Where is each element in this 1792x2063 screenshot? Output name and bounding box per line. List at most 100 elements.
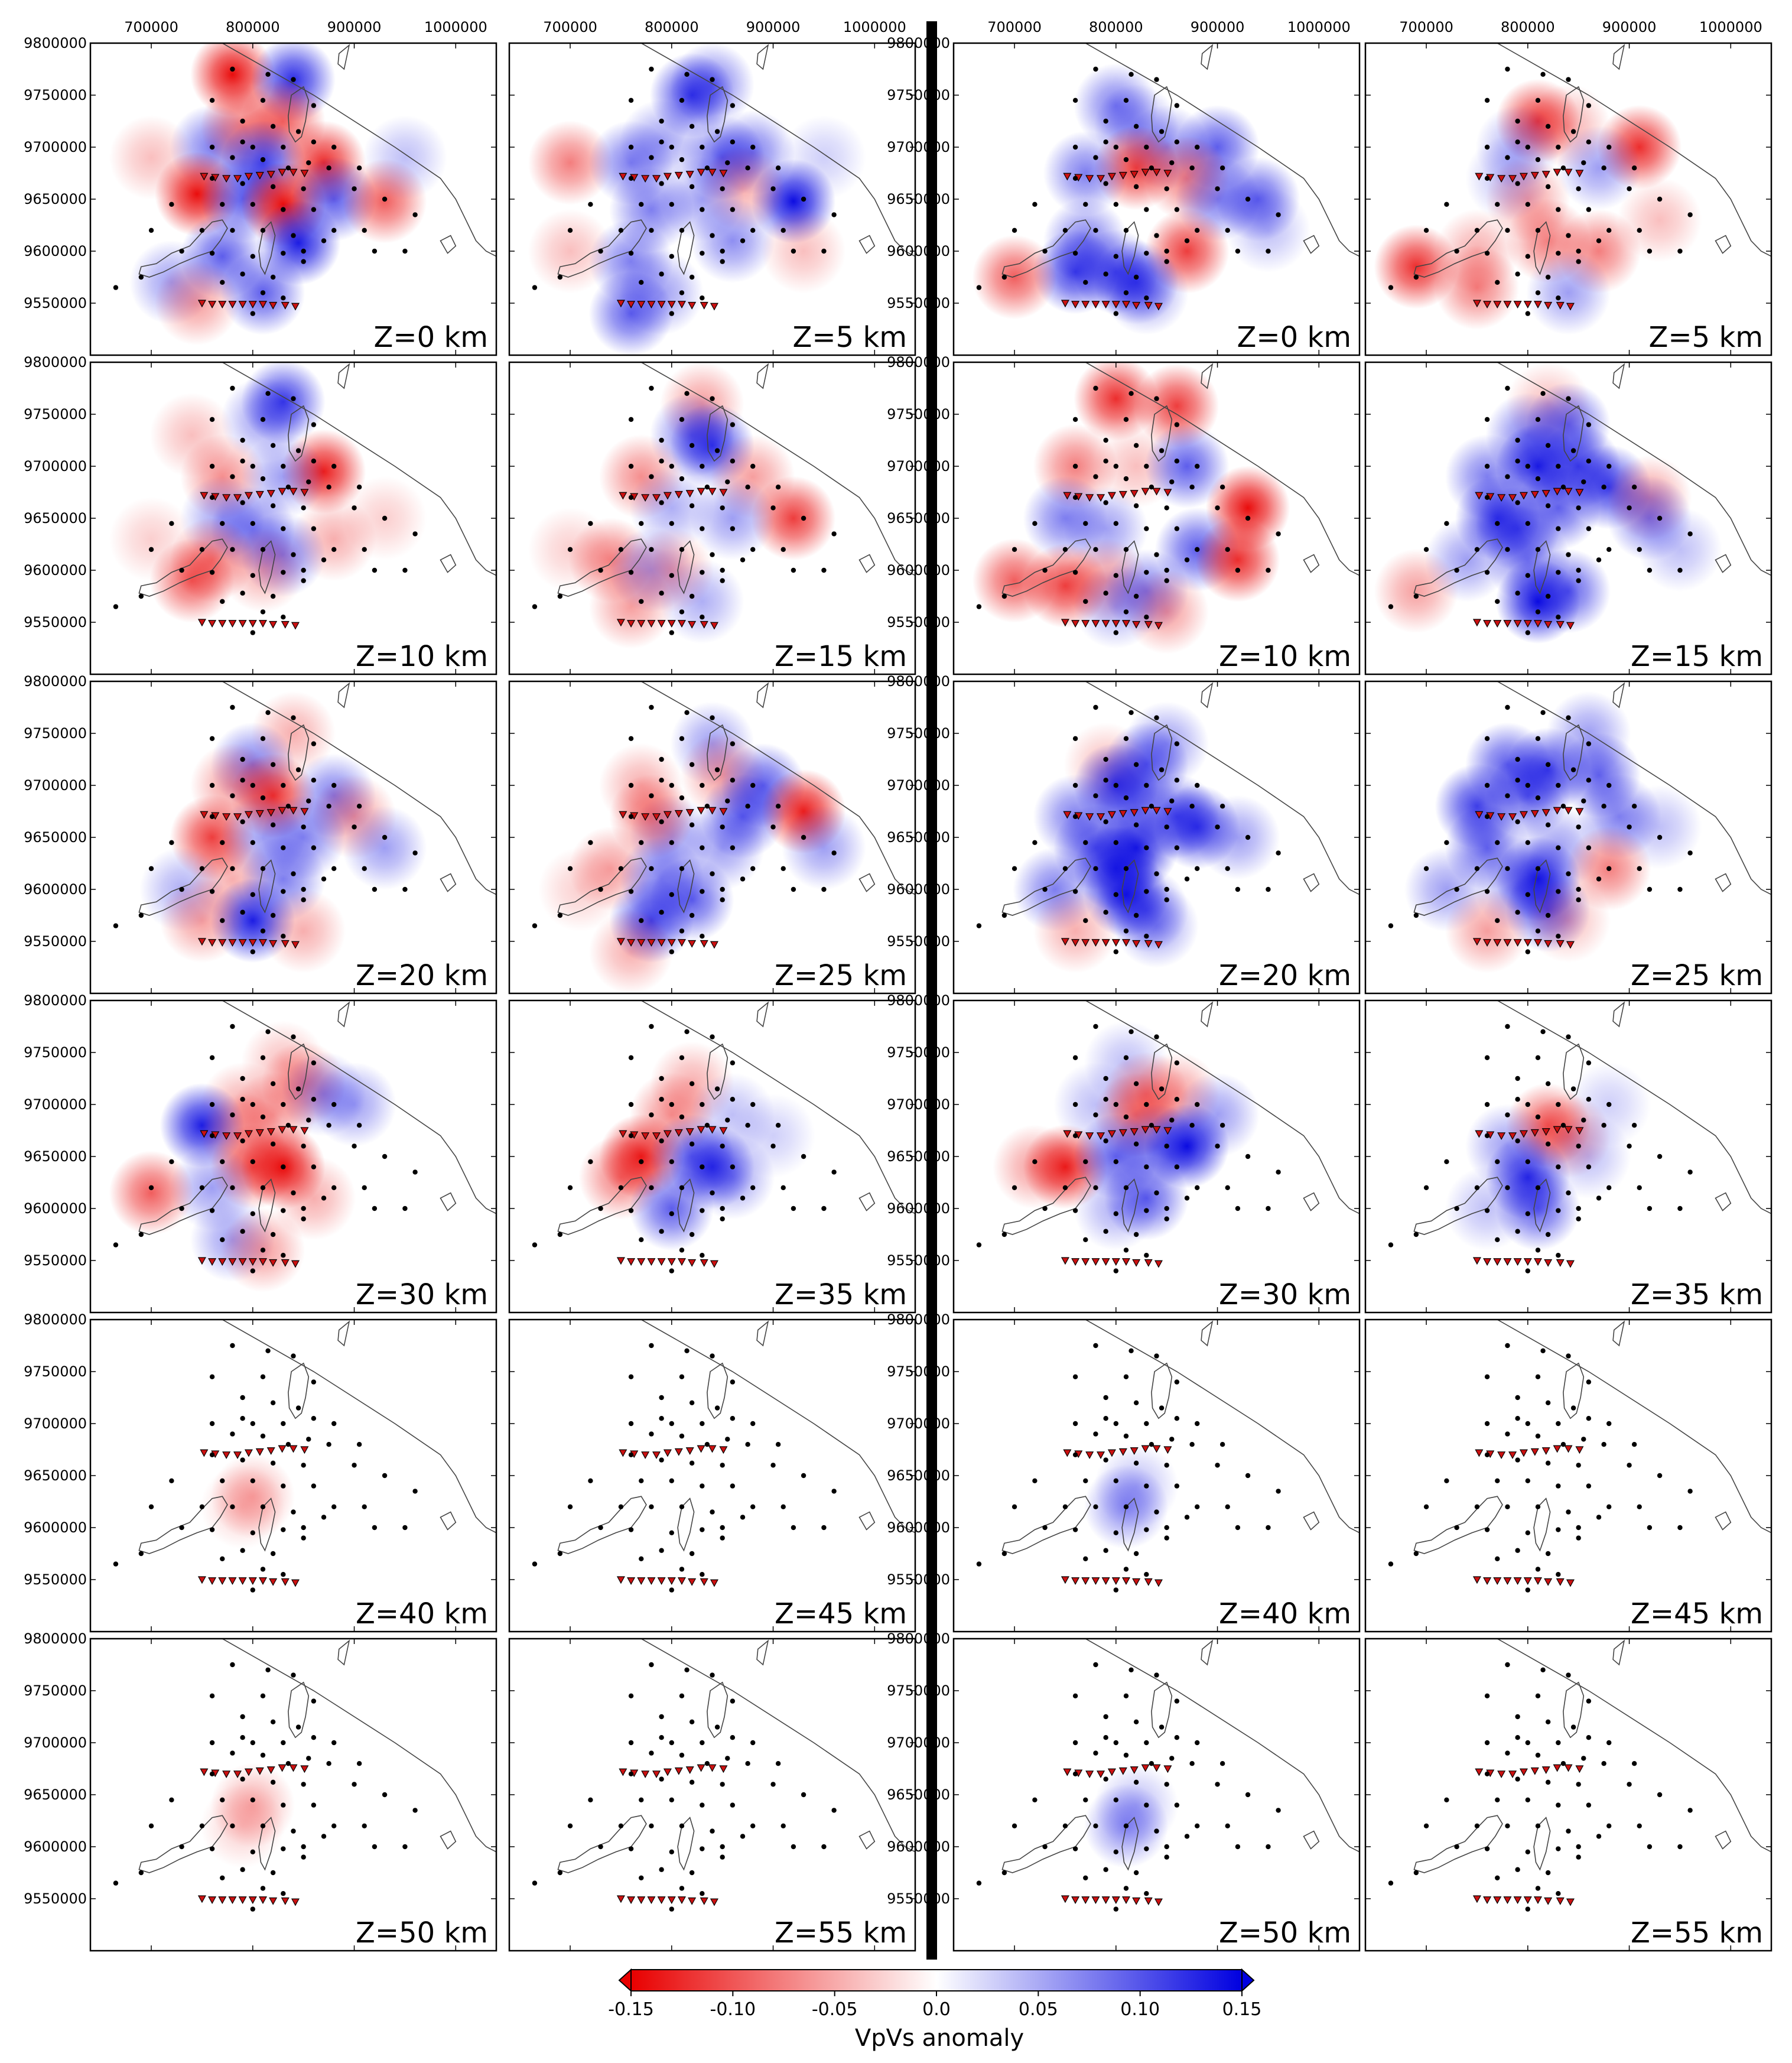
station-point [179,248,184,254]
station-point [1570,448,1576,453]
seismic-station-triangle [1061,1576,1069,1584]
station-point [1495,202,1500,207]
seismic-station-triangle [1530,490,1539,499]
panel-background [1365,1320,1771,1632]
station-point [720,1854,725,1860]
station-point [1133,1460,1139,1466]
station-point [250,630,255,635]
station-point [750,463,756,469]
seismic-station-triangle [1553,1764,1562,1772]
station-point [1128,1667,1134,1672]
station-point [260,609,266,615]
station-point [684,72,690,77]
station-point [321,557,327,563]
station-point [270,1719,276,1724]
seismic-station-triangle [255,171,264,180]
station-point [628,1771,634,1776]
seismic-station-triangle [1472,1895,1481,1903]
station-point [730,1379,736,1385]
anomaly-blob [1033,888,1118,973]
station-point [1276,1808,1281,1813]
station-point [1677,1206,1683,1211]
station-point [1596,557,1602,563]
station-point [1266,567,1271,573]
station-point [720,505,725,511]
station-point [1576,248,1581,254]
coastline-outline [640,362,915,576]
y-tick-label: 9750000 [24,725,87,742]
station-point [1195,547,1200,552]
lake-outline-north [707,1043,728,1100]
station-point [1113,573,1119,578]
station-point [362,1823,367,1828]
station-point [628,889,634,894]
map-panel-right-z30: 9550000960000096500009700000975000098000… [887,992,1361,1314]
station-point [700,845,705,850]
station-point [1144,1527,1149,1532]
station-point [301,1854,306,1860]
y-tick-label: 9550000 [887,295,950,311]
station-point [356,1442,362,1447]
station-point [1144,1740,1149,1746]
map-panel-left-z50: 9550000960000096500009700000975000098000… [24,1630,497,1952]
depth-label: Z=50 km [356,1916,488,1950]
station-point [1560,1123,1566,1128]
seismic-station-triangle [1071,1258,1080,1266]
anomaly-blob [1074,362,1159,441]
station-point [532,923,538,928]
station-point [1144,1253,1149,1258]
seismic-station-triangle [233,1132,242,1141]
station-point [725,1437,730,1442]
station-point [291,871,296,876]
station-point [659,1548,664,1553]
seismic-station-triangle [1154,303,1163,311]
station-point [1631,485,1637,490]
station-point [1113,311,1119,316]
station-point [260,547,266,552]
station-point [1677,886,1683,892]
station-point [1083,1237,1088,1242]
station-point [1189,485,1195,490]
station-point [260,157,266,163]
seismic-station-triangle [291,1579,300,1587]
seismic-station-triangle [619,1768,627,1776]
map-panel-left-z30: 9550000960000096500009700000975000098000… [24,992,497,1314]
station-point [720,567,725,573]
x-tick-label: 900000 [1191,19,1245,35]
station-point [1042,886,1048,892]
station-point [1195,1504,1200,1509]
station-point [679,547,685,552]
station-point [260,98,266,103]
station-point [1164,186,1169,191]
station-point [720,259,725,264]
station-point [1570,1086,1576,1091]
station-point [1413,1232,1419,1237]
seismic-station-triangle [1508,813,1517,821]
station-point [199,228,205,233]
station-point [1113,1849,1119,1854]
island-outline-east [1303,554,1320,573]
station-point [270,1081,276,1087]
station-point [1677,567,1683,573]
station-point [730,1802,736,1808]
seismic-station-triangle [1523,620,1532,628]
station-point [138,912,144,918]
island-outline-east [440,873,457,892]
seismic-station-triangle [688,620,697,629]
seismic-station-triangle [1085,1770,1094,1779]
station-point [1245,1154,1251,1159]
station-point [659,271,664,277]
station-point [770,505,776,511]
station-point [250,311,255,316]
station-point [265,1029,271,1035]
seismic-station-triangle [281,1578,290,1586]
station-point [265,1348,271,1353]
seismic-station-triangle [1063,492,1072,500]
coastline-outline [1085,1000,1360,1214]
station-point [220,521,225,526]
seismic-station-triangle [266,809,275,817]
station-point [700,1421,705,1427]
seismic-station-triangle [652,1770,661,1779]
station-point [1581,1437,1586,1442]
